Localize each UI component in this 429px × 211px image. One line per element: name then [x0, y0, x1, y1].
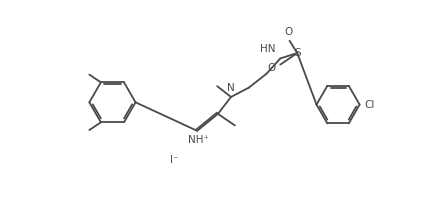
Text: O: O — [284, 27, 292, 37]
Text: O: O — [267, 63, 276, 73]
Text: Cl: Cl — [364, 100, 375, 110]
Text: I⁻: I⁻ — [170, 155, 178, 165]
Text: S: S — [294, 48, 301, 58]
Text: HN: HN — [260, 44, 276, 54]
Text: NH⁺: NH⁺ — [188, 135, 209, 145]
Text: N: N — [227, 83, 235, 93]
